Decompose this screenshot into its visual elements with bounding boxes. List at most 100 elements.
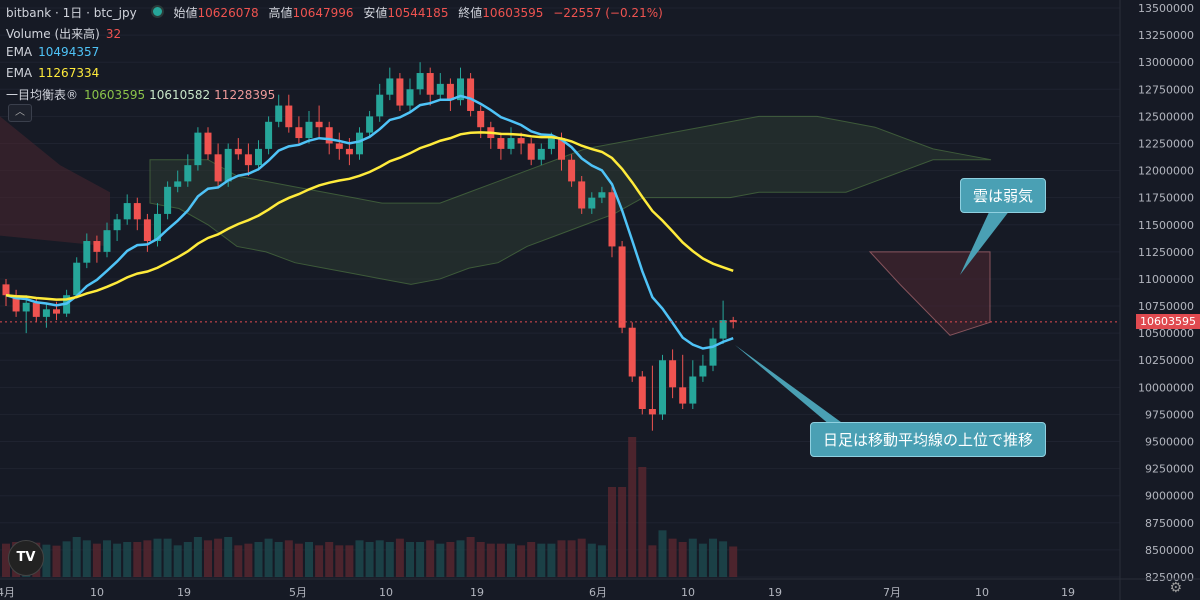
market-status-icon (150, 5, 164, 18)
settings-gear-icon[interactable]: ⚙ (1169, 580, 1182, 596)
candle-body (638, 376, 646, 410)
candle-body (305, 121, 313, 139)
candle-body (325, 127, 333, 144)
chevron-up-icon[interactable]: ︿ (8, 104, 32, 122)
ema-fast-legend[interactable]: EMA 10494357 (6, 45, 105, 59)
candle-body (527, 143, 535, 160)
ichimoku-legend[interactable]: 一目均衡表® 10603595 10610582 11228395 (6, 86, 281, 103)
volume-label: Volume (出来高) (6, 27, 100, 41)
volume-bar (173, 545, 182, 577)
volume-bar (254, 542, 263, 577)
candle-body (22, 302, 30, 312)
close-value: 10603595 (482, 6, 544, 20)
candle-body (133, 203, 141, 220)
candle-body (436, 83, 444, 95)
x-tick-label: 10 (681, 586, 695, 599)
candle-body (568, 159, 576, 182)
volume-bar (658, 530, 667, 577)
ema-fast-label: EMA (6, 45, 33, 59)
candle-body (345, 148, 353, 155)
x-tick-label: 10 (975, 586, 989, 599)
x-tick-label: 10 (90, 586, 104, 599)
candle-body (588, 197, 596, 209)
candle-body (224, 148, 232, 182)
y-tick-label: 13250000 (1138, 29, 1194, 42)
candle-body (689, 376, 697, 404)
candle-body (123, 203, 131, 220)
close-label: 終値 (458, 6, 483, 20)
candle-body (547, 138, 555, 149)
volume-bar (62, 541, 71, 577)
volume-bar (234, 545, 243, 577)
volume-bar (608, 487, 616, 577)
volume-bar (517, 545, 526, 577)
volume-bar (294, 543, 303, 577)
x-tick-label: 10 (379, 586, 393, 599)
candle-body (265, 121, 273, 149)
candle-body (214, 154, 222, 182)
volume-bar (103, 540, 111, 577)
y-tick-label: 12750000 (1138, 83, 1194, 96)
y-tick-label: 11500000 (1138, 219, 1194, 232)
y-tick-label: 8500000 (1145, 544, 1194, 557)
volume-bar (456, 540, 465, 577)
candle-body (73, 262, 81, 296)
ichimoku-cloud-past (0, 116, 110, 247)
x-tick-label: 19 (470, 586, 484, 599)
ema-fast-line (5, 94, 734, 350)
volume-bar (668, 538, 677, 577)
candle-body (598, 192, 606, 198)
candle-body (53, 309, 60, 314)
ichimoku-value-2: 10610582 (149, 88, 211, 102)
candle-body (42, 309, 50, 317)
ichimoku-value-3: 11228395 (214, 88, 276, 102)
ema-slow-legend[interactable]: EMA 11267334 (6, 66, 105, 80)
candle-body (164, 186, 172, 214)
volume-bar (2, 543, 10, 577)
volume-bar (284, 540, 293, 577)
volume-bar (698, 543, 707, 577)
candle-body (154, 213, 161, 242)
y-tick-label: 12500000 (1138, 110, 1194, 123)
volume-bar (729, 546, 738, 577)
volume-bar (557, 540, 566, 577)
y-tick-label: 10500000 (1138, 327, 1194, 340)
volume-bar (416, 542, 425, 577)
volume-bar (406, 542, 414, 577)
candle-body (537, 148, 545, 160)
volume-bar (92, 543, 101, 577)
volume-bar (507, 543, 515, 577)
candle-body (184, 165, 192, 182)
candle-body (143, 219, 151, 242)
volume-bar (153, 538, 162, 577)
volume-bar (466, 537, 475, 577)
y-tick-label: 9500000 (1145, 436, 1194, 449)
candle-body (719, 320, 727, 339)
volume-bar (597, 545, 606, 577)
ichimoku-label: 一目均衡表® (6, 88, 79, 102)
volume-bar (385, 542, 394, 577)
volume-bar (577, 538, 586, 577)
candle-body (426, 73, 434, 95)
candle-body (194, 132, 202, 166)
volume-bar (426, 540, 435, 577)
ichimoku-cloud (149, 115, 992, 285)
volume-bar (618, 487, 627, 577)
daily-callout-pointer (735, 345, 845, 425)
candle-body (32, 302, 40, 317)
volume-legend[interactable]: Volume (出来高) 32 (6, 25, 127, 42)
candle-body (446, 83, 454, 101)
tradingview-logo-icon[interactable]: TV (8, 540, 44, 576)
candle-body (386, 78, 394, 95)
symbol-label[interactable]: bitbank · 1日 · btc_jpy (6, 6, 137, 20)
volume-bar (527, 542, 536, 577)
candle-body (578, 181, 586, 209)
candle-body (406, 89, 414, 106)
volume-bar (709, 538, 717, 577)
volume-bar (123, 542, 132, 577)
candle-body (285, 105, 293, 128)
candle-body (618, 246, 626, 328)
symbol-header: bitbank · 1日 · btc_jpy 始値10626078 高値1064… (6, 4, 669, 21)
y-tick-label: 12000000 (1138, 165, 1194, 178)
